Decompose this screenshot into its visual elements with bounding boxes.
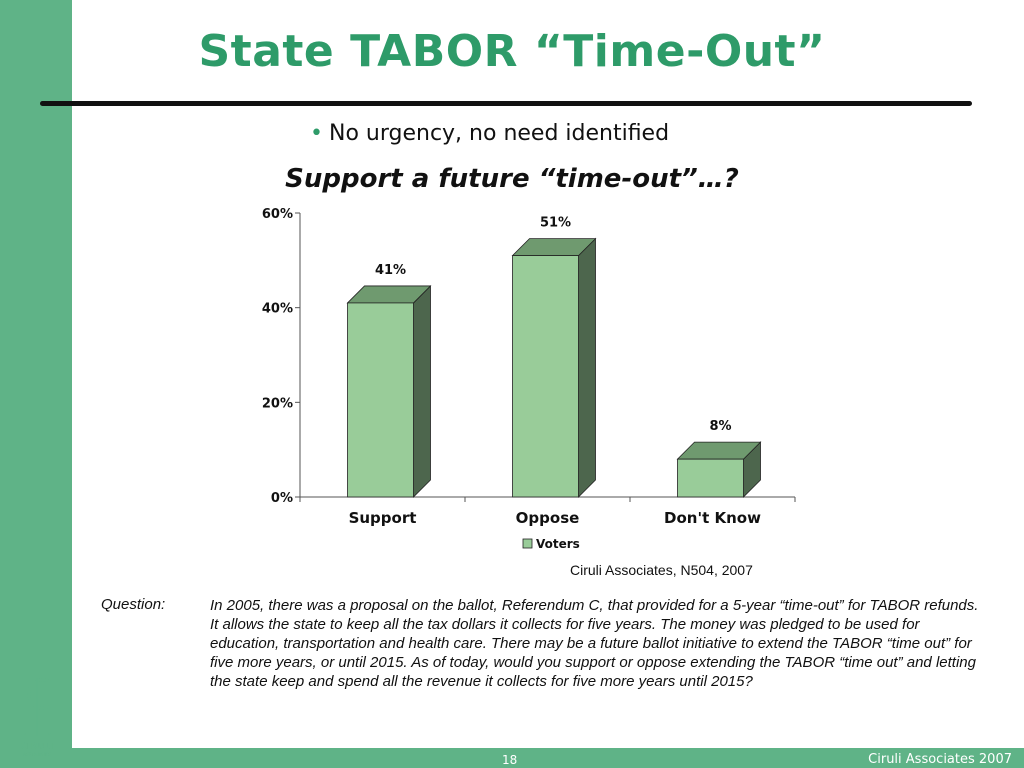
bar-side xyxy=(578,237,596,498)
sidebar-band xyxy=(0,0,72,768)
bar xyxy=(347,302,414,498)
ciruli-logo: CIRULI ASSOCIATES xyxy=(16,673,58,758)
bar-side xyxy=(413,284,431,498)
data-label: 8% xyxy=(709,419,731,434)
source-note: Ciruli Associates, N504, 2007 xyxy=(570,562,753,578)
footer-text: Ciruli Associates 2007 xyxy=(868,752,1012,767)
bar-chart: 0% 20% 40% 60% 41% Support 51% Oppose 8% Don't Kn… xyxy=(262,207,796,551)
bullet-item: • No urgency, no need identified xyxy=(310,121,669,146)
page-number: 18 xyxy=(502,753,518,767)
logo-subtext: ASSOCIATES xyxy=(23,752,51,758)
bar xyxy=(512,255,579,498)
y-tick-label: 0% xyxy=(271,491,293,506)
bullet-icon: • xyxy=(310,121,323,146)
y-tick-label: 40% xyxy=(262,302,293,317)
bar xyxy=(677,458,744,498)
x-category-label: Support xyxy=(349,509,417,527)
legend-swatch xyxy=(522,538,533,549)
title-divider xyxy=(40,101,972,106)
data-label: 41% xyxy=(375,263,406,278)
y-tick-label: 20% xyxy=(262,396,293,411)
slide-title: State TABOR “Time-Out” xyxy=(198,26,826,77)
y-tick-label: 60% xyxy=(262,207,293,222)
chart-heading: Support a future “time-out”…? xyxy=(285,164,739,194)
question-text: In 2005, there was a proposal on the bal… xyxy=(210,597,979,690)
x-category-label: Don't Know xyxy=(664,509,761,527)
logo-text: CIRULI xyxy=(20,742,53,752)
legend-label: Voters xyxy=(536,537,580,551)
footer-bar xyxy=(0,748,1024,768)
x-category-label: Oppose xyxy=(516,509,580,527)
bullet-text: No urgency, no need identified xyxy=(328,121,670,146)
data-label: 51% xyxy=(540,216,571,231)
question-label: Question: xyxy=(101,596,166,613)
